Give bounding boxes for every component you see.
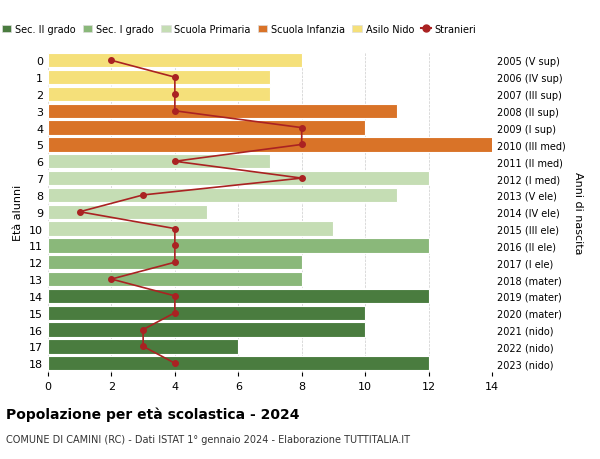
- Bar: [48, 323, 365, 337]
- Bar: [48, 71, 270, 85]
- Bar: [48, 356, 428, 370]
- Bar: [48, 155, 270, 169]
- Bar: [48, 289, 428, 303]
- Bar: [48, 172, 428, 186]
- Bar: [48, 104, 397, 119]
- Bar: [48, 272, 302, 286]
- Bar: [48, 340, 238, 354]
- Text: COMUNE DI CAMINI (RC) - Dati ISTAT 1° gennaio 2024 - Elaborazione TUTTITALIA.IT: COMUNE DI CAMINI (RC) - Dati ISTAT 1° ge…: [6, 434, 410, 444]
- Text: Popolazione per età scolastica - 2024: Popolazione per età scolastica - 2024: [6, 406, 299, 421]
- Bar: [48, 121, 365, 135]
- Y-axis label: Anni di nascita: Anni di nascita: [572, 171, 583, 253]
- Bar: [48, 306, 365, 320]
- Bar: [48, 188, 397, 202]
- Bar: [48, 205, 206, 219]
- Bar: [48, 256, 302, 270]
- Bar: [48, 239, 428, 253]
- Bar: [48, 88, 270, 102]
- Bar: [48, 54, 302, 68]
- Bar: [48, 222, 334, 236]
- Legend: Sec. II grado, Sec. I grado, Scuola Primaria, Scuola Infanzia, Asilo Nido, Stran: Sec. II grado, Sec. I grado, Scuola Prim…: [0, 21, 480, 39]
- Bar: [48, 138, 524, 152]
- Y-axis label: Età alunni: Età alunni: [13, 184, 23, 241]
